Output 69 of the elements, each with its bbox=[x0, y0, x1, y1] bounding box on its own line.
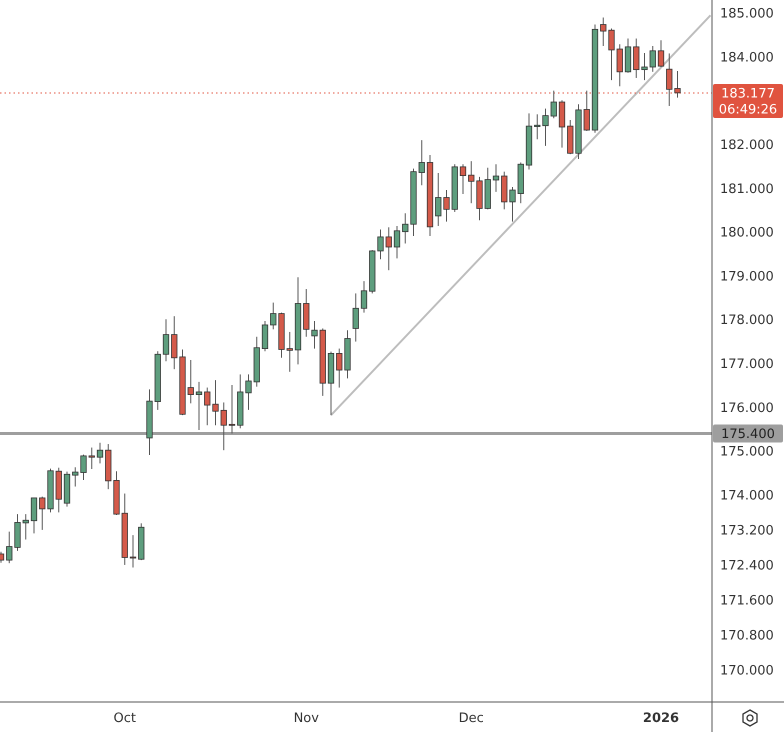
y-tick-label: 178.000 bbox=[720, 313, 774, 328]
candlestick bbox=[286, 331, 293, 372]
candlestick bbox=[600, 17, 606, 46]
candlestick bbox=[80, 454, 87, 480]
candlestick bbox=[468, 160, 474, 204]
candlestick bbox=[386, 226, 392, 271]
candlestick bbox=[220, 402, 227, 451]
candlestick bbox=[171, 316, 178, 370]
candlestick bbox=[633, 38, 640, 78]
candlestick bbox=[336, 348, 342, 388]
candlestick bbox=[360, 280, 368, 314]
candlestick bbox=[492, 164, 500, 192]
candlestick bbox=[96, 442, 104, 464]
candlestick bbox=[196, 381, 202, 431]
ref-line-label: 183.177 bbox=[721, 86, 775, 102]
candlestick bbox=[162, 318, 170, 362]
candlestick bbox=[204, 387, 210, 426]
y-tick-label: 184.000 bbox=[720, 50, 774, 66]
y-tick-label: 185.000 bbox=[720, 6, 774, 22]
candlestick bbox=[352, 292, 359, 342]
candlestick bbox=[377, 228, 384, 260]
candlestick bbox=[658, 40, 664, 68]
candlestick bbox=[402, 212, 408, 244]
candlestick bbox=[6, 531, 12, 564]
candlestick bbox=[311, 320, 318, 350]
text: 06:49:26 bbox=[718, 102, 778, 118]
y-tick-label: 177.000 bbox=[720, 357, 774, 372]
candlestick bbox=[188, 359, 194, 404]
y-tick-label: 170.000 bbox=[720, 664, 774, 679]
candlestick bbox=[394, 225, 400, 259]
candlestick bbox=[616, 44, 623, 87]
y-tick-label: 170.800 bbox=[720, 628, 774, 644]
x-tick-label: Oct bbox=[114, 711, 136, 726]
candlestick bbox=[270, 302, 276, 330]
candlestick bbox=[608, 28, 615, 81]
y-tick-label: 179.000 bbox=[720, 269, 774, 284]
candlestick bbox=[130, 534, 136, 568]
candlestick bbox=[22, 514, 29, 540]
candlestick bbox=[72, 466, 78, 488]
candlestick bbox=[228, 384, 236, 434]
y-tick-label: 182.000 bbox=[720, 138, 774, 154]
x-tick-label: Nov bbox=[294, 711, 320, 726]
candlestick bbox=[30, 497, 38, 534]
candlestick bbox=[509, 186, 516, 222]
candlestick bbox=[534, 114, 540, 140]
candlestick bbox=[460, 164, 466, 195]
x-tick-label: Dec bbox=[458, 711, 484, 726]
y-tick-label: 173.200 bbox=[720, 523, 774, 538]
candlestick bbox=[550, 90, 557, 119]
candlestick bbox=[443, 190, 450, 222]
candlestick bbox=[542, 108, 549, 146]
candlestick bbox=[418, 140, 425, 186]
y-tick-label: 176.000 bbox=[720, 400, 774, 416]
ref-line-label: 175.400 bbox=[721, 427, 775, 442]
candlestick bbox=[650, 45, 656, 72]
candlestick bbox=[39, 496, 46, 530]
y-tick-label: 174.000 bbox=[720, 488, 774, 504]
x-tick-label: 2026 bbox=[642, 711, 680, 726]
y-tick-label: 181.000 bbox=[720, 182, 774, 197]
candlestick bbox=[641, 52, 648, 81]
candlestick bbox=[245, 374, 252, 410]
candlestick bbox=[212, 380, 219, 426]
y-tick-label: 180.000 bbox=[720, 226, 774, 241]
candlestick bbox=[262, 320, 268, 352]
candlestick bbox=[88, 447, 95, 470]
y-tick-label: 175.000 bbox=[720, 444, 774, 460]
candlestick bbox=[435, 172, 442, 226]
y-tick-label: 171.600 bbox=[720, 594, 774, 609]
y-tick-label: 172.400 bbox=[720, 558, 774, 574]
